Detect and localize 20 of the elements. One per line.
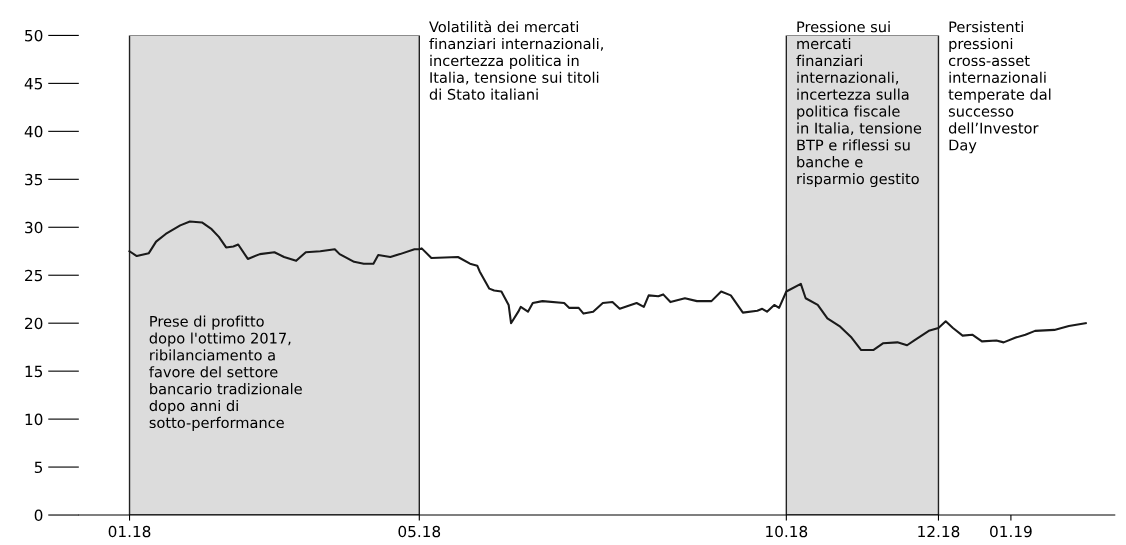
x-tick-label: 05.18 [398,525,441,538]
y-tick-label: 20 [25,317,43,330]
annotation: Persistenti pressioni cross-asset internazionali temperate dal successo dell’Investor Day [948,21,1051,154]
y-tick-label: 30 [25,221,43,234]
y-tick-label: 40 [24,125,43,138]
text: Pressione sui mercati finanziari internazionali, incertezza sulla politica fiscale in Italia, tensione BTP e riflessi su banche e risparmio gestito [796,21,922,188]
x-tick-label: 01.18 [108,525,151,538]
x-tick-label: 01.19 [990,525,1032,538]
y-tick-label: 5 [34,461,43,474]
y-tick-label: 0 [34,509,43,522]
y-tick-label: 25 [25,269,43,282]
band-label: Prese di profitto dopo l'ottimo 2017, ribilanciamento a favore del settore bancario tradizionale dopo anni di sotto-performance [149,315,302,431]
x-tick-label: 12.18 [918,525,960,538]
y-tick-label: 10 [25,413,43,426]
y-tick-label: 15 [25,365,43,378]
y-tick-label: 45 [24,78,43,90]
y-tick-label: 50 [25,29,43,42]
annotation: Volatilità dei mercati finanziari internazionali, incertezza politica in Italia, tensione sui titoli di Stato italiani [429,20,603,100]
y-tick-label: 35 [25,173,43,186]
x-tick-label: 10.18 [766,525,808,538]
